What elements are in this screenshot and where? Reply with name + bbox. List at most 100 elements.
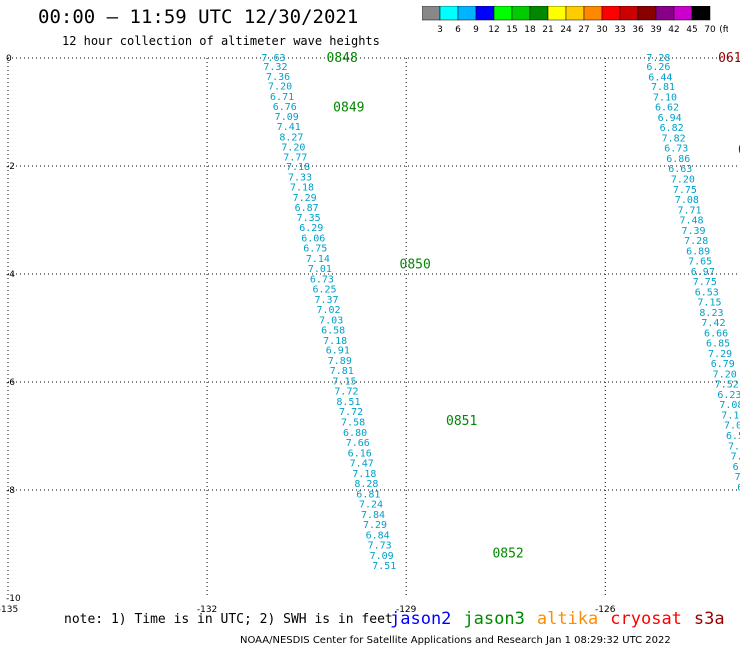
color-scale-swatch: [583, 6, 603, 21]
wave-height-label: 7.18: [290, 183, 314, 194]
wave-height-label: 7.01: [308, 264, 332, 275]
wave-height-label: 7.10: [653, 92, 677, 103]
color-scale-label: 24: [560, 25, 572, 35]
wave-height-label: 6.44: [648, 72, 672, 83]
wave-height-label: 7.84: [361, 510, 385, 521]
wave-height-label: 7.20: [713, 369, 737, 380]
wave-height-label: 6.85: [706, 339, 730, 350]
wave-height-label: 7.71: [678, 205, 702, 216]
units-note: note: 1) Time is in UTC; 2) SWH is in fe…: [64, 612, 393, 627]
wave-height-label: 6.94: [658, 113, 682, 124]
wave-height-label: 6.25: [313, 285, 337, 296]
wave-height-label: 6.82: [660, 123, 684, 134]
wave-height-label: 6.52: [726, 431, 740, 442]
y-tick-label: -8: [6, 486, 15, 496]
color-scale-label: 27: [578, 25, 589, 35]
color-scale-label: 42: [668, 25, 679, 35]
color-scale-label: 21: [542, 25, 553, 35]
color-scale-label: (ft): [719, 25, 728, 35]
color-scale-label: 45: [686, 25, 697, 35]
wave-height-label: 6.81: [356, 489, 380, 500]
wave-height-label: 6.62: [655, 103, 679, 114]
wave-height-label: 6.75: [303, 244, 327, 255]
wave-height-label: 7.18: [352, 469, 376, 480]
y-tick-label: -2: [6, 162, 15, 172]
wave-height-label: 8.51: [336, 397, 360, 408]
wave-height-label: 7.58: [341, 418, 365, 429]
wave-height-label: 7.81: [330, 366, 354, 377]
wave-height-label: 7.89: [328, 356, 352, 367]
color-scale-label: 9: [473, 25, 479, 35]
wave-height-label: 6.71: [270, 92, 294, 103]
color-scale-swatch: [691, 6, 711, 21]
wave-height-label: 8.27: [279, 132, 303, 143]
page-title: 00:00 – 11:59 UTC 12/30/2021: [38, 6, 359, 28]
color-scale-swatch: [422, 6, 441, 21]
wave-height-label: 6.89: [686, 246, 710, 257]
color-scale-swatch: [457, 6, 477, 21]
time-label: 0849: [333, 101, 364, 116]
y-tick-label: -10: [6, 594, 21, 604]
time-label: 0852: [492, 547, 523, 562]
wave-height-label: 7.32: [263, 62, 287, 73]
color-scale-label: 18: [524, 25, 536, 35]
wave-height-label: 6.97: [691, 267, 715, 278]
wave-height-label: 7.25: [735, 472, 740, 483]
color-scale-label: 15: [506, 25, 517, 35]
x-tick-label: -132: [197, 605, 217, 615]
wave-height-label: 6.94: [733, 462, 740, 473]
color-scale-swatch: [673, 6, 693, 21]
wave-height-label: 6.80: [343, 428, 367, 439]
color-scale-label: 33: [614, 25, 625, 35]
wave-height-label: 7.51: [372, 561, 396, 572]
color-scale-label: 3: [437, 25, 443, 35]
wave-height-label: 7.11: [728, 441, 740, 452]
wave-height-label: 7.75: [673, 185, 697, 196]
wave-height-label: 7.72: [334, 387, 358, 398]
wave-height-label: 7.03: [319, 315, 343, 326]
wave-height-label: 7.35: [297, 213, 321, 224]
wave-height-label: 7.47: [350, 459, 374, 470]
y-tick-label: -6: [6, 378, 15, 388]
wave-height-label: 6.16: [348, 448, 372, 459]
satellite-legend: jason2 jason3 altika cryosat s3a: [390, 609, 737, 629]
wave-height-label: 7.73: [368, 541, 392, 552]
wave-height-label: 7.07: [724, 421, 740, 432]
wave-height-label: 6.79: [711, 359, 735, 370]
wave-height-label: 7.09: [275, 112, 299, 123]
time-label: 0850: [400, 257, 431, 272]
legend-item-jason3: jason3: [463, 609, 525, 629]
wave-height-label: 6.26: [646, 62, 670, 73]
footer-credit: NOAA/NESDIS Center for Satellite Applica…: [240, 635, 671, 646]
color-scale-label: 39: [650, 25, 662, 35]
wave-height-label: 7.29: [293, 193, 317, 204]
y-tick-label: 0: [6, 54, 12, 64]
wave-height-label: 7.29: [363, 520, 387, 531]
color-scale-swatch: [619, 6, 639, 21]
color-scale-swatch: [475, 6, 495, 21]
wave-height-label: 6.91: [326, 346, 350, 357]
x-tick-label: -126: [595, 605, 616, 615]
legend-item-jason2: jason2: [390, 609, 452, 629]
wave-height-label: 7.65: [688, 257, 712, 268]
color-scale-label: 70: [704, 25, 716, 35]
wave-height-label: 6.23: [717, 390, 740, 401]
wave-height-label: 6.73: [310, 274, 334, 285]
page-subtitle: 12 hour collection of altimeter wave hei…: [62, 34, 380, 48]
color-scale-label: 36: [632, 25, 644, 35]
wave-height-label: 7.82: [662, 133, 686, 144]
wave-height-label: 7.16: [721, 410, 740, 421]
wave-height-label: 7.81: [651, 82, 675, 93]
wave-height-label: 7.36: [266, 72, 290, 83]
wave-height-label: 7.28: [684, 236, 708, 247]
legend-item-altika: altika: [536, 609, 599, 629]
legend-item-cryosat: cryosat: [610, 609, 682, 629]
color-scale-swatch: [637, 6, 657, 21]
wave-height-label: 7.66: [346, 438, 370, 449]
wave-height-label: 7.39: [681, 226, 705, 237]
wave-height-label: 7.42: [701, 318, 725, 329]
wave-height-label: 7.20: [281, 143, 305, 154]
